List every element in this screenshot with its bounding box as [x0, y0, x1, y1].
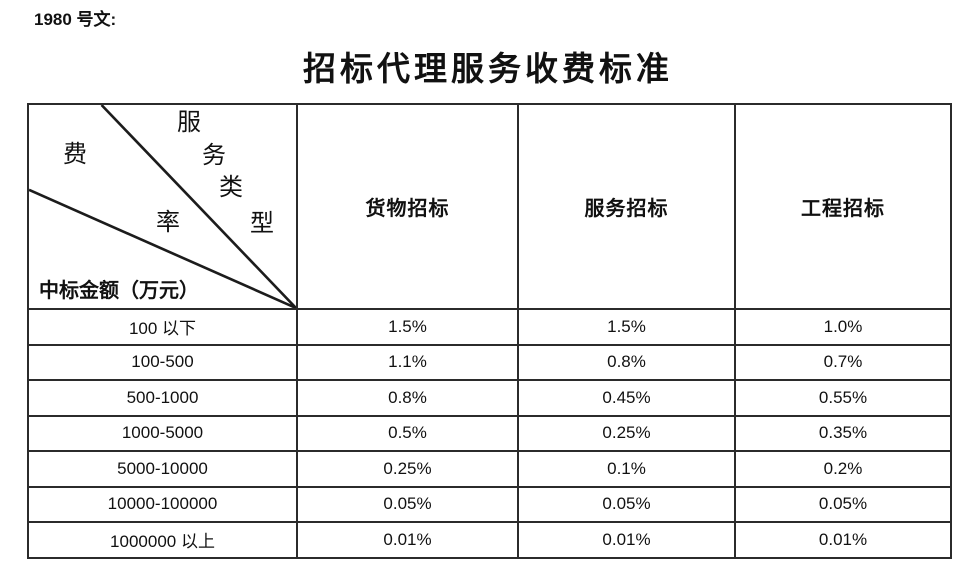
rate-cell: 0.05%	[517, 485, 736, 523]
page-title: 招标代理服务收费标准	[303, 52, 673, 88]
table-corner-cell: 服 务 类 型 费 率 中标金额（万元）	[27, 103, 298, 310]
corner-label-service-char: 型	[250, 211, 274, 237]
rate-cell: 0.55%	[734, 379, 952, 417]
rate-cell: 0.05%	[734, 485, 952, 523]
amount-range-cell: 500-1000	[27, 379, 298, 417]
column-header-service: 服务招标	[517, 103, 736, 310]
rate-cell: 0.2%	[734, 450, 952, 488]
corner-label-service-char: 类	[219, 175, 243, 201]
rate-cell: 1.5%	[517, 308, 736, 346]
rate-cell: 1.1%	[296, 343, 519, 381]
amount-range-cell: 100 以下	[27, 308, 298, 346]
rate-cell: 0.01%	[734, 521, 952, 559]
corner-label-fee-char: 率	[156, 210, 180, 236]
corner-label-service-char: 服	[177, 110, 201, 136]
table-row: 500-1000 0.8% 0.45% 0.55%	[27, 379, 952, 417]
amount-range-cell: 100-500	[27, 343, 298, 381]
table-row: 100 以下 1.5% 1.5% 1.0%	[27, 308, 952, 346]
rate-cell: 0.8%	[296, 379, 519, 417]
column-header-project: 工程招标	[734, 103, 952, 310]
table-row: 5000-10000 0.25% 0.1% 0.2%	[27, 450, 952, 488]
rate-cell: 1.0%	[734, 308, 952, 346]
column-header-goods: 货物招标	[296, 103, 519, 310]
amount-range-cell: 1000000 以上	[27, 521, 298, 559]
rate-cell: 0.1%	[517, 450, 736, 488]
rate-cell: 0.35%	[734, 414, 952, 452]
table-row: 1000-5000 0.5% 0.25% 0.35%	[27, 414, 952, 452]
rate-cell: 0.7%	[734, 343, 952, 381]
amount-range-cell: 5000-10000	[27, 450, 298, 488]
amount-range-cell: 10000-100000	[27, 485, 298, 523]
rate-cell: 0.01%	[517, 521, 736, 559]
table-header-row: 服 务 类 型 费 率 中标金额（万元） 货物招标 服务招标 工程招标	[27, 103, 952, 310]
rate-cell: 0.45%	[517, 379, 736, 417]
amount-range-cell: 1000-5000	[27, 414, 298, 452]
corner-label-fee-char: 费	[63, 142, 87, 168]
table-row: 1000000 以上 0.01% 0.01% 0.01%	[27, 521, 952, 559]
rate-cell: 1.5%	[296, 308, 519, 346]
corner-label-amount: 中标金额（万元）	[39, 280, 199, 302]
diagonal-divider-lines	[30, 106, 295, 307]
rate-cell: 0.05%	[296, 485, 519, 523]
fee-standard-table: 服 务 类 型 费 率 中标金额（万元） 货物招标 服务招标 工程招标 100 …	[27, 103, 952, 559]
table-row: 10000-100000 0.05% 0.05% 0.05%	[27, 485, 952, 523]
rate-cell: 0.5%	[296, 414, 519, 452]
rate-cell: 0.25%	[517, 414, 736, 452]
corner-label-service-char: 务	[202, 143, 226, 169]
doc-number-label: 1980 号文:	[34, 10, 117, 29]
rate-cell: 0.8%	[517, 343, 736, 381]
rate-cell: 0.01%	[296, 521, 519, 559]
table-row: 100-500 1.1% 0.8% 0.7%	[27, 343, 952, 381]
rate-cell: 0.25%	[296, 450, 519, 488]
